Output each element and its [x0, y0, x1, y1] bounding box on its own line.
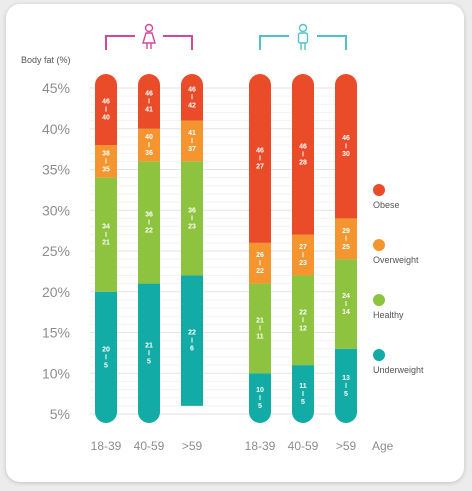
- segment-label-lower: 22: [256, 268, 264, 275]
- bar-column: [249, 74, 271, 423]
- legend-label-healthy: Healthy: [373, 310, 404, 320]
- bar-column: [95, 74, 117, 423]
- segment-label-lower: 36: [145, 150, 153, 157]
- segment-label-upper: 20: [102, 346, 110, 353]
- segment-label-lower: 40: [102, 115, 110, 122]
- segment-label-upper: 24: [342, 293, 350, 300]
- y-axis-label: Body fat (%): [21, 55, 71, 65]
- y-tick-label: 5%: [50, 406, 70, 422]
- icon-body: [297, 32, 309, 44]
- segment-label-upper: 27: [299, 244, 307, 251]
- segment-label-lower: 14: [342, 309, 350, 316]
- icon-dress: [142, 32, 156, 44]
- segment-label-lower: 23: [188, 223, 196, 230]
- segment-label-lower: 21: [102, 240, 110, 247]
- segment-label-lower: 6: [190, 346, 194, 353]
- y-tick-label: 45%: [42, 80, 70, 96]
- gender-brackets: [105, 23, 347, 50]
- segment-label-lower: 25: [342, 244, 350, 251]
- segment-label-upper: 13: [342, 375, 350, 382]
- legend-dot-healthy: [373, 294, 385, 306]
- y-tick-label: 10%: [42, 365, 70, 381]
- bracket-right: [163, 35, 193, 50]
- icon-legs: [146, 43, 152, 49]
- legend: Obese Overweight Healthy Underweight: [373, 184, 424, 375]
- segment-label-lower: 5: [301, 399, 305, 406]
- segment-label-upper: 21: [256, 317, 264, 324]
- bar-column: [138, 74, 160, 423]
- icon-head: [298, 23, 308, 33]
- y-tick-label: 35%: [42, 162, 70, 178]
- segment-label-upper: 36: [188, 207, 196, 214]
- legend-dot-obese: [373, 184, 385, 196]
- y-tick-label: 30%: [42, 202, 70, 218]
- segment-label-lower: 5: [344, 391, 348, 398]
- segment-label-lower: 41: [145, 106, 153, 113]
- segment-label-upper: 46: [342, 135, 350, 142]
- segment-label-upper: 36: [145, 211, 153, 218]
- segment-label-lower: 27: [256, 163, 264, 170]
- segment-label-upper: 38: [102, 150, 110, 157]
- y-tick-label: 15%: [42, 325, 70, 341]
- segment-label-upper: 46: [299, 143, 307, 150]
- x-tick-label: 40-59: [134, 439, 165, 453]
- segment-label-upper: 22: [188, 330, 196, 337]
- grid: [90, 87, 356, 415]
- x-tick-label: 18-39: [91, 439, 122, 453]
- segment-label-upper: 40: [145, 134, 153, 141]
- y-axis: 5% 10% 15% 20% 25% 30% 35% 40% 45%: [42, 80, 70, 422]
- segment-label-lower: 42: [188, 102, 196, 109]
- bracket-left: [105, 35, 135, 50]
- segment-label-lower: 12: [299, 325, 307, 332]
- x-axis-label: Age: [372, 439, 394, 453]
- female-icon: [142, 23, 156, 49]
- icon-legs: [300, 43, 306, 50]
- segment-label-lower: 23: [299, 260, 307, 267]
- chart-card: 5% 10% 15% 20% 25% 30% 35% 40% 45% Body fat (%) …: [6, 4, 464, 482]
- y-tick-label: 20%: [42, 284, 70, 300]
- bars: 20 5 34 21 38 35 46 40 21 5 36 22 40 36 46 41 22 6 36 23 41 3…: [95, 74, 357, 423]
- x-tick-label: >59: [182, 439, 203, 453]
- legend-dot-overweight: [373, 239, 385, 251]
- segment-label-lower: 28: [299, 159, 307, 166]
- male-icon: [297, 23, 309, 50]
- segment-label-upper: 46: [145, 90, 153, 97]
- segment-label-upper: 10: [256, 387, 264, 394]
- segment-label-lower: 11: [256, 333, 264, 340]
- y-tick-label: 40%: [42, 121, 70, 137]
- segment-label-upper: 29: [342, 228, 350, 235]
- x-axis: 18-39 40-59 >59 18-39 40-59 >59: [91, 439, 357, 453]
- bracket-left: [259, 35, 289, 50]
- x-tick-label: 18-39: [245, 439, 276, 453]
- icon-head: [144, 23, 154, 33]
- segment-label-lower: 22: [145, 227, 153, 234]
- segment-label-upper: 11: [299, 383, 307, 390]
- x-tick-label: 40-59: [288, 439, 319, 453]
- segment-label-upper: 41: [188, 130, 196, 137]
- body-fat-chart: 5%10%15%20%25%30%35%40%45% Body fat (%) …: [21, 23, 424, 453]
- segment-label-upper: 21: [145, 342, 153, 349]
- segment-label-lower: 37: [188, 146, 196, 153]
- segment-label-upper: 22: [299, 309, 307, 316]
- segment-label-upper: 26: [256, 252, 264, 259]
- x-tick-label: >59: [336, 439, 357, 453]
- segment-label-lower: 5: [147, 358, 151, 365]
- bar-column: [181, 74, 203, 406]
- legend-label-underweight: Underweight: [373, 365, 424, 375]
- legend-label-overweight: Overweight: [373, 255, 419, 265]
- segment-label-upper: 34: [102, 224, 110, 231]
- segment-label-lower: 30: [342, 151, 350, 158]
- segment-label-lower: 5: [258, 403, 262, 410]
- legend-label-obese: Obese: [373, 200, 400, 210]
- y-tick-label: 25%: [42, 243, 70, 259]
- segment-label-lower: 5: [104, 362, 108, 369]
- segment-label-upper: 46: [188, 86, 196, 93]
- segment-label-lower: 35: [102, 166, 110, 173]
- segment-label-upper: 46: [102, 99, 110, 106]
- segment-label-upper: 46: [256, 147, 264, 154]
- legend-dot-underweight: [373, 349, 385, 361]
- bracket-right: [317, 35, 347, 50]
